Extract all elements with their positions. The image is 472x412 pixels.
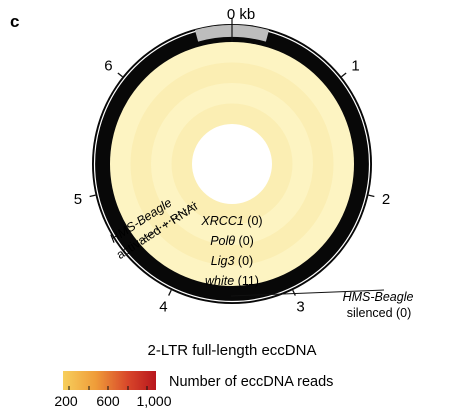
colorbar-label-200: 200 <box>54 393 78 409</box>
panel-label: c <box>10 12 19 31</box>
colorbar-gradient <box>63 371 156 390</box>
ring-labels: XRCC1 (0) Polθ (0) Lig3 (0) white (11) <box>200 214 262 288</box>
position-tick-label-6: 6 <box>104 57 112 74</box>
position-tick-label-2: 2 <box>382 191 390 208</box>
colorbar-legend: Number of eccDNA reads 200 600 1,000 <box>54 371 333 409</box>
silenced-label-line-2: silenced (0) <box>347 306 412 320</box>
circular-track: 1 2 3 4 5 6 <box>74 18 390 315</box>
position-tick-label-5: 5 <box>74 191 82 208</box>
silenced-annotation: HMS-Beagle silenced (0) <box>230 289 414 320</box>
silenced-leader-line <box>230 289 385 297</box>
inner-hole <box>192 124 272 204</box>
position-tick-4 <box>168 289 172 296</box>
position-tick-5 <box>89 194 96 198</box>
position-tick-3 <box>292 289 296 296</box>
position-tick-label-1: 1 <box>351 57 359 74</box>
position-tick-label-3: 3 <box>296 298 304 315</box>
position-tick-label-4: 4 <box>159 298 167 315</box>
ring-label-poltheta: Polθ (0) <box>210 234 254 248</box>
colorbar-label-600: 600 <box>96 393 120 409</box>
position-tick-2 <box>368 194 375 198</box>
zero-kb-label: 0 kb <box>227 6 255 23</box>
chart-title: 2-LTR full-length eccDNA <box>148 342 317 359</box>
colorbar-title: Number of eccDNA reads <box>169 374 333 390</box>
position-tick-1 <box>341 72 347 78</box>
ring-label-lig3: Lig3 (0) <box>211 254 253 268</box>
colorbar-label-1000: 1,000 <box>136 393 171 409</box>
silenced-label-line-1: HMS-Beagle <box>343 290 414 304</box>
ring-label-xrcc1: XRCC1 (0) <box>200 214 262 228</box>
ring-label-white: white (11) <box>205 274 259 288</box>
position-tick-6 <box>117 72 123 78</box>
